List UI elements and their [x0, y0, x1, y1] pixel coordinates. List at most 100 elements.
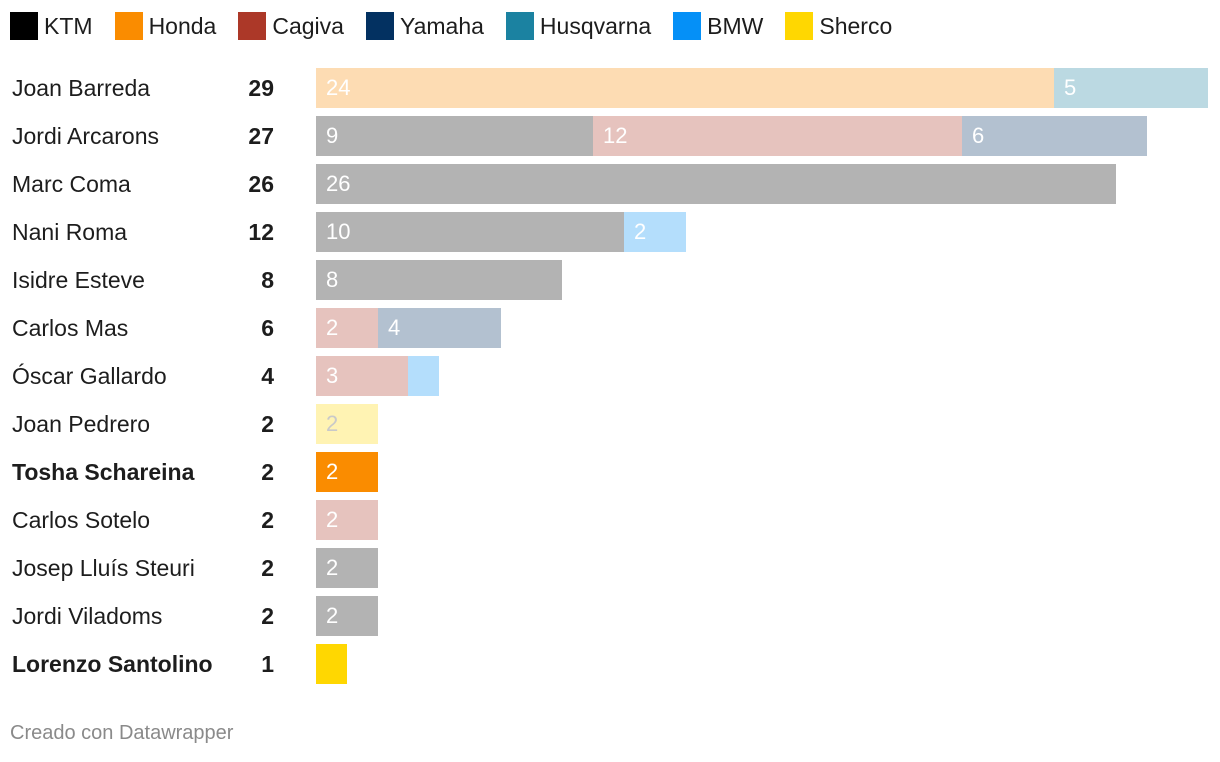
rider-total: 26: [248, 171, 274, 197]
bar-segment-sherco: [316, 644, 347, 684]
bar-value-label: 26: [326, 171, 351, 196]
bar-value-label: 3: [326, 363, 339, 388]
bar-segment-ktm: 10: [316, 212, 624, 252]
rider-total: 8: [261, 267, 274, 293]
legend-item: BMW: [673, 12, 763, 40]
legend-label: Cagiva: [272, 12, 344, 39]
bar-segment-ktm: 2: [316, 596, 378, 636]
bar-track: 2: [316, 596, 1208, 636]
bar-segment-ktm: 2: [316, 548, 378, 588]
chart-row: Marc Coma 26 26: [0, 160, 1220, 208]
rider-total: 27: [248, 123, 274, 149]
chart-row: Lorenzo Santolino 1: [0, 640, 1220, 688]
rider-name: Jordi Viladoms: [12, 603, 163, 629]
rider-total: 2: [261, 603, 274, 629]
bar-track: 2: [316, 500, 1208, 540]
legend-label: Honda: [148, 12, 217, 39]
chart-row: Óscar Gallardo 4 3: [0, 352, 1220, 400]
bar-segment-ktm: 9: [316, 116, 593, 156]
bar-value-label: 2: [326, 315, 339, 340]
bar-segment-yamaha: 6: [962, 116, 1147, 156]
chart-row: Nani Roma 12 10 2: [0, 208, 1220, 256]
rider-name: Nani Roma: [12, 219, 128, 245]
bar-segment-honda: 2: [316, 452, 378, 492]
bar-segment-cagiva: 2: [316, 500, 378, 540]
rider-total: 29: [248, 75, 274, 101]
rider-total: 2: [261, 411, 274, 437]
legend-swatch: [365, 12, 394, 40]
bar-value-label: 12: [603, 123, 628, 148]
legend-item: Husqvarna: [505, 12, 652, 40]
rider-name: Joan Pedrero: [12, 411, 151, 437]
bar-track: 2: [316, 452, 1208, 492]
rider-name: Óscar Gallardo: [12, 363, 167, 389]
bar-track: 8: [316, 260, 1208, 300]
bar-value-label: 2: [634, 219, 647, 244]
bar-value-label: 2: [326, 507, 339, 532]
rider-name: Joan Barreda: [12, 75, 151, 101]
chart-row: Isidre Esteve 8 8: [0, 256, 1220, 304]
chart-row: Carlos Mas 6 2 4: [0, 304, 1220, 352]
bar-value-label: 9: [326, 123, 339, 148]
bar-value-label: 5: [1064, 75, 1077, 100]
rider-name: Tosha Schareina: [12, 459, 195, 485]
footer-credit: Creado con Datawrapper: [10, 722, 234, 744]
bar-value-label: 10: [326, 219, 351, 244]
bar-value-label: 24: [326, 75, 351, 100]
legend-swatch: [238, 12, 267, 40]
chart-row: Jordi Viladoms 2 2: [0, 592, 1220, 640]
bar-track: 10 2: [316, 212, 1208, 252]
bar-track: 2: [316, 548, 1208, 588]
chart-row: Tosha Schareina 2 2: [0, 448, 1220, 496]
bar-segment-bmw: 2: [624, 212, 686, 252]
rider-total: 2: [261, 459, 274, 485]
legend-label: BMW: [707, 12, 764, 39]
rider-name: Carlos Sotelo: [12, 507, 151, 533]
bar-value-label: 2: [326, 555, 339, 580]
bar-value-label: 4: [388, 315, 401, 340]
rider-total: 1: [261, 651, 274, 677]
bar-value-label: 2: [326, 603, 339, 628]
bar-value-label: 6: [972, 123, 985, 148]
bar-track: 26: [316, 164, 1208, 204]
bar-track: 3: [316, 356, 1208, 396]
bar-segment-honda: 24: [316, 68, 1054, 108]
chart-legend: KTM Honda Cagiva Yamaha Husqvarna BMW Sherco: [10, 10, 914, 42]
rider-total: 12: [248, 219, 274, 245]
bar-segment-ktm: 26: [316, 164, 1116, 204]
rider-name: Lorenzo Santolino: [12, 651, 213, 677]
legend-swatch: [114, 12, 143, 40]
legend-item: Yamaha: [365, 12, 484, 40]
bar-value-label: 8: [326, 267, 339, 292]
legend-item: KTM: [10, 12, 93, 40]
bar-value-label: 2: [326, 411, 339, 436]
rider-total: 2: [261, 555, 274, 581]
bar-segment-yamaha: 4: [378, 308, 501, 348]
rider-name: Carlos Mas: [12, 315, 129, 341]
bar-segment-sherco: 2: [316, 404, 378, 444]
bar-segment-cagiva: 2: [316, 308, 378, 348]
bar-segment-cagiva: 3: [316, 356, 408, 396]
rider-total: 6: [261, 315, 274, 341]
legend-item: Cagiva: [238, 12, 344, 40]
legend-swatch: [505, 12, 534, 40]
chart-row: Jordi Arcarons 27 9 12 6: [0, 112, 1220, 160]
bar-segment-cagiva: 12: [593, 116, 962, 156]
bar-segment-husqvarna: 5: [1054, 68, 1208, 108]
rider-total: 4: [261, 363, 274, 389]
bar-segment-ktm: 8: [316, 260, 562, 300]
bar-track: 9 12 6: [316, 116, 1208, 156]
legend-item: Honda: [114, 12, 217, 40]
legend-swatch: [10, 12, 38, 40]
legend-label: Husqvarna: [539, 12, 652, 39]
bar-track: 2: [316, 404, 1208, 444]
bar-track: 24 5: [316, 68, 1208, 108]
bar-segment-bmw: [408, 356, 439, 396]
legend-label: Yamaha: [399, 12, 484, 39]
legend-item: Sherco: [785, 12, 892, 40]
rider-total: 2: [261, 507, 274, 533]
bar-value-label: 2: [326, 459, 339, 484]
bar-track: [316, 644, 1208, 684]
rider-name: Marc Coma: [12, 171, 131, 197]
